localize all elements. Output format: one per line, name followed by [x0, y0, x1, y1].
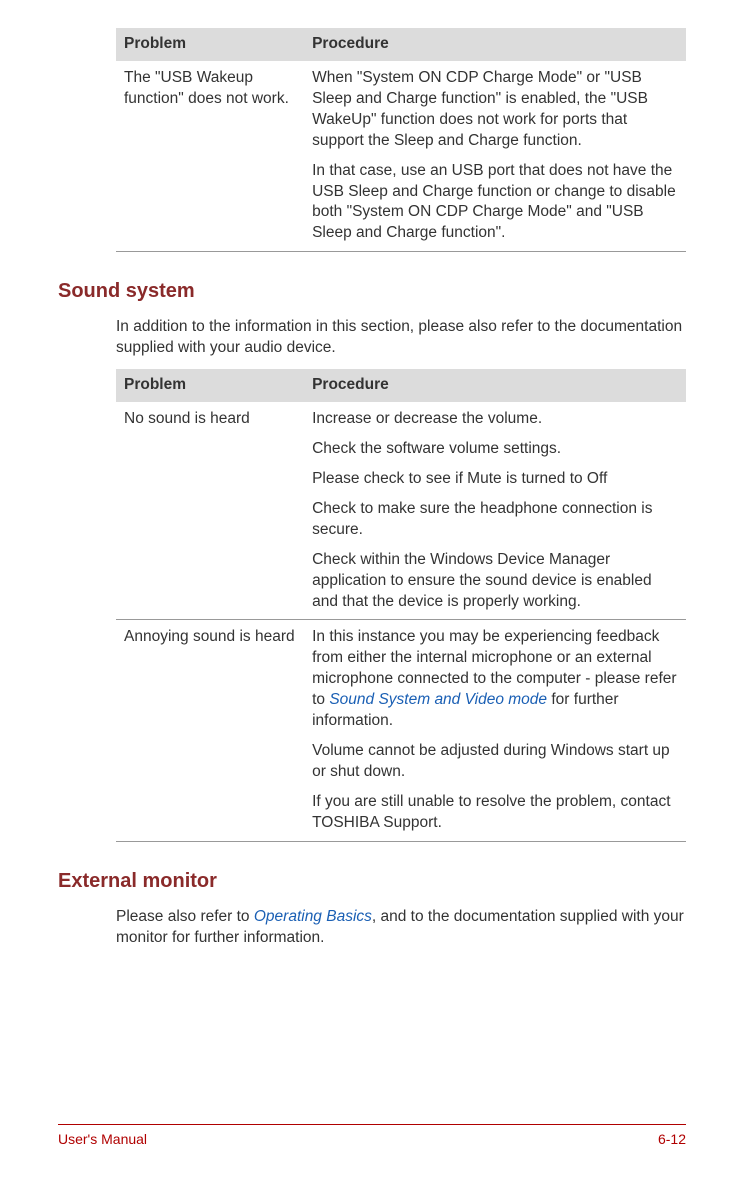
procedure-text: In this instance you may be experiencing…: [312, 627, 678, 732]
sound-section-content: In addition to the information in this s…: [58, 317, 686, 841]
table-row: Annoying sound is heard In this instance…: [116, 620, 686, 841]
procedure-text: Check within the Windows Device Manager …: [312, 550, 678, 613]
monitor-intro-text: Please also refer to Operating Basics, a…: [116, 907, 686, 949]
footer-right: 6-12: [658, 1131, 686, 1147]
procedure-text: When "System ON CDP Charge Mode" or "USB…: [312, 68, 678, 152]
text-pre: Please also refer to: [116, 908, 254, 925]
procedure-text: Please check to see if Mute is turned to…: [312, 469, 678, 490]
table-row: The "USB Wakeup function" does not work.…: [116, 61, 686, 252]
page-content: Problem Procedure The "USB Wakeup functi…: [58, 28, 686, 252]
table-header-procedure: Procedure: [304, 28, 686, 61]
sound-table: Problem Procedure No sound is heard Incr…: [116, 369, 686, 842]
problem-cell: No sound is heard: [116, 402, 304, 620]
procedure-text: Increase or decrease the volume.: [312, 409, 678, 430]
sound-system-heading: Sound system: [58, 280, 686, 303]
table-header-procedure: Procedure: [304, 369, 686, 402]
procedure-cell: When "System ON CDP Charge Mode" or "USB…: [304, 61, 686, 252]
operating-basics-link[interactable]: Operating Basics: [254, 908, 372, 925]
procedure-text: Check to make sure the headphone connect…: [312, 499, 678, 541]
footer-left: User's Manual: [58, 1131, 147, 1147]
usb-table: Problem Procedure The "USB Wakeup functi…: [116, 28, 686, 252]
sound-intro-text: In addition to the information in this s…: [116, 317, 686, 359]
external-monitor-heading: External monitor: [58, 870, 686, 893]
problem-cell: Annoying sound is heard: [116, 620, 304, 841]
monitor-section-content: Please also refer to Operating Basics, a…: [58, 907, 686, 949]
procedure-text: If you are still unable to resolve the p…: [312, 792, 678, 834]
procedure-text: Check the software volume settings.: [312, 439, 678, 460]
procedure-text: Volume cannot be adjusted during Windows…: [312, 741, 678, 783]
procedure-cell: Increase or decrease the volume. Check t…: [304, 402, 686, 620]
problem-cell: The "USB Wakeup function" does not work.: [116, 61, 304, 252]
table-header-problem: Problem: [116, 369, 304, 402]
table-header-problem: Problem: [116, 28, 304, 61]
table-row: No sound is heard Increase or decrease t…: [116, 402, 686, 620]
procedure-cell: In this instance you may be experiencing…: [304, 620, 686, 841]
procedure-text: In that case, use an USB port that does …: [312, 161, 678, 245]
page-footer: User's Manual 6-12: [58, 1124, 686, 1147]
sound-system-link[interactable]: Sound System and Video mode: [329, 691, 547, 708]
